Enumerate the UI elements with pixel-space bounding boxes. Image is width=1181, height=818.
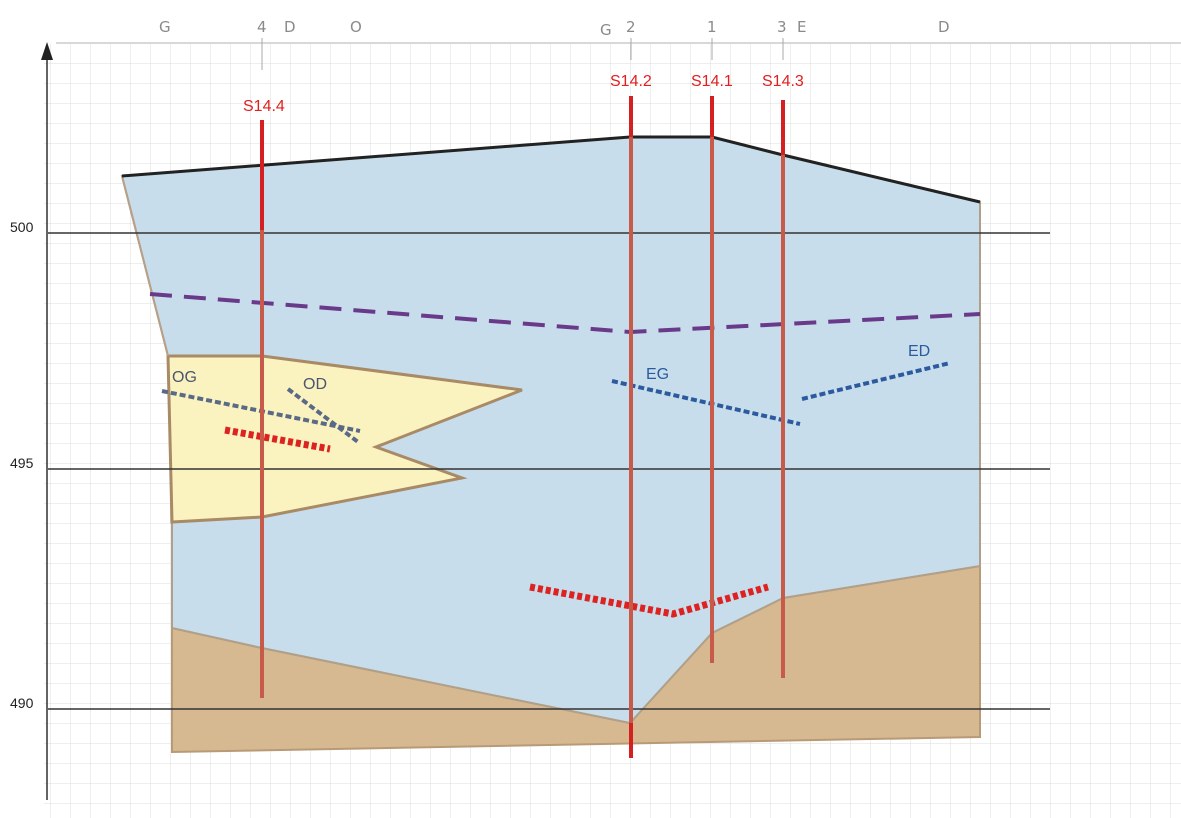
top-mark: G [159, 18, 171, 36]
red-dotted-segment-left [224, 426, 331, 453]
top-mark: G [600, 21, 612, 39]
zone-label-ed: ED [908, 343, 930, 360]
zone-label-od: OD [303, 376, 327, 393]
elevation-label-500: 500 [10, 219, 34, 235]
top-marks: G 4 D O G 2 1 3 E D [159, 18, 950, 70]
zone-label-og: OG [172, 369, 197, 386]
left-edge-line [121, 175, 169, 357]
top-mark: 3 [777, 18, 787, 36]
top-mark: E [797, 18, 806, 36]
borehole-label-s14-2: S14.2 [610, 73, 652, 90]
sand-lens [166, 354, 523, 524]
red-dotted-segment-right [529, 583, 769, 618]
borehole-label-s14-1: S14.1 [691, 73, 733, 90]
elevation-label-495: 495 [10, 455, 34, 471]
top-mark: D [938, 18, 950, 36]
zone-label-eg: EG [646, 366, 669, 383]
top-mark: 4 [257, 18, 267, 36]
top-mark: 1 [707, 18, 717, 36]
top-mark: D [284, 18, 296, 36]
elevation-label-490: 490 [10, 695, 34, 711]
ed-dashed-line [801, 361, 951, 401]
borehole-label-s14-4: S14.4 [243, 98, 285, 115]
vertical-axis [41, 42, 53, 800]
od-dashed-line [286, 387, 360, 444]
eg-dashed-line [611, 379, 801, 426]
elevation-lines [48, 232, 1050, 710]
top-mark: O [350, 18, 362, 36]
top-mark: 2 [626, 18, 636, 36]
borehole-label-s14-3: S14.3 [762, 73, 804, 90]
